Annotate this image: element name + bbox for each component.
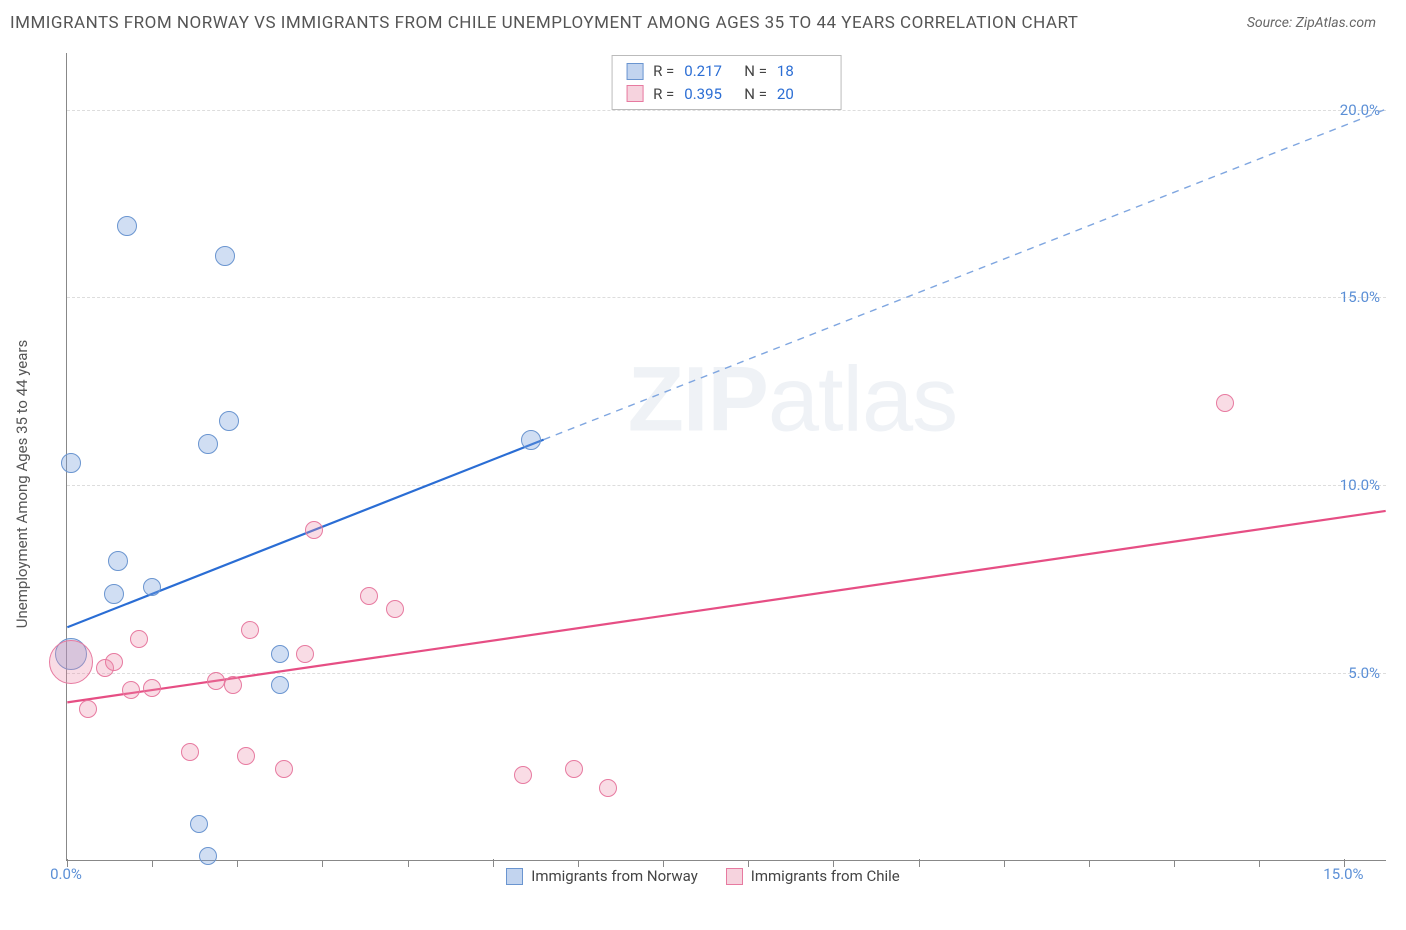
- data-point: [108, 551, 128, 571]
- legend-label: Immigrants from Norway: [531, 867, 698, 885]
- watermark: ZIPatlas: [628, 348, 957, 453]
- data-point: [271, 645, 289, 663]
- data-point: [296, 645, 314, 663]
- data-point: [198, 434, 218, 454]
- chart-title: IMMIGRANTS FROM NORWAY VS IMMIGRANTS FRO…: [10, 10, 1078, 37]
- data-point: [215, 246, 235, 266]
- r-value: 0.217: [684, 60, 734, 83]
- legend-stats-row: R = 0.395 N = 20: [626, 83, 827, 106]
- r-value: 0.395: [684, 83, 734, 106]
- data-point: [143, 679, 161, 697]
- trend-lines: [67, 53, 1386, 860]
- legend-swatch: [626, 63, 643, 80]
- gridline: [67, 485, 1386, 486]
- data-point: [104, 584, 124, 604]
- data-point: [49, 640, 93, 684]
- data-point: [386, 600, 404, 618]
- r-label: R =: [653, 60, 674, 83]
- data-point: [219, 411, 239, 431]
- data-point: [122, 681, 140, 699]
- data-point: [271, 676, 289, 694]
- n-value: 20: [777, 83, 827, 106]
- y-tick-label: 15.0%: [1340, 288, 1380, 306]
- data-point: [241, 621, 259, 639]
- data-point: [237, 747, 255, 765]
- r-label: R =: [653, 83, 674, 106]
- data-point: [117, 216, 137, 236]
- data-point: [514, 766, 532, 784]
- y-tick-label: 10.0%: [1340, 476, 1380, 494]
- n-value: 18: [777, 60, 827, 83]
- n-label: N =: [744, 83, 767, 106]
- data-point: [521, 430, 541, 450]
- source-attribution: Source: ZipAtlas.com: [1247, 15, 1396, 37]
- y-tick-label: 5.0%: [1348, 664, 1380, 682]
- data-point: [105, 653, 123, 671]
- plot-area: R = 0.217 N = 18 R = 0.395 N = 20 ZIPatlas 5.0%…: [66, 53, 1386, 861]
- legend-stats-row: R = 0.217 N = 18: [626, 60, 827, 83]
- data-point: [565, 760, 583, 778]
- data-point: [143, 578, 161, 596]
- legend-swatch: [506, 868, 523, 885]
- y-axis-label: Unemployment Among Ages 35 to 44 years: [13, 340, 31, 628]
- data-point: [181, 743, 199, 761]
- data-point: [305, 521, 323, 539]
- chart-container: Unemployment Among Ages 35 to 44 years R…: [10, 45, 1396, 905]
- data-point: [275, 760, 293, 778]
- legend-series-item: Immigrants from Chile: [726, 867, 900, 885]
- gridline: [67, 673, 1386, 674]
- legend-stats: R = 0.217 N = 18 R = 0.395 N = 20: [611, 55, 842, 110]
- data-point: [61, 453, 81, 473]
- data-point: [599, 779, 617, 797]
- legend-swatch: [626, 85, 643, 102]
- data-point: [360, 587, 378, 605]
- data-point: [224, 676, 242, 694]
- legend-swatch: [726, 868, 743, 885]
- legend-label: Immigrants from Chile: [751, 867, 900, 885]
- data-point: [207, 672, 225, 690]
- data-point: [79, 700, 97, 718]
- data-point: [199, 847, 217, 865]
- data-point: [190, 815, 208, 833]
- y-tick-label: 20.0%: [1340, 101, 1380, 119]
- legend-series: Immigrants from Norway Immigrants from Ch…: [10, 867, 1396, 889]
- gridline: [67, 297, 1386, 298]
- n-label: N =: [744, 60, 767, 83]
- legend-series-item: Immigrants from Norway: [506, 867, 698, 885]
- data-point: [1216, 394, 1234, 412]
- data-point: [130, 630, 148, 648]
